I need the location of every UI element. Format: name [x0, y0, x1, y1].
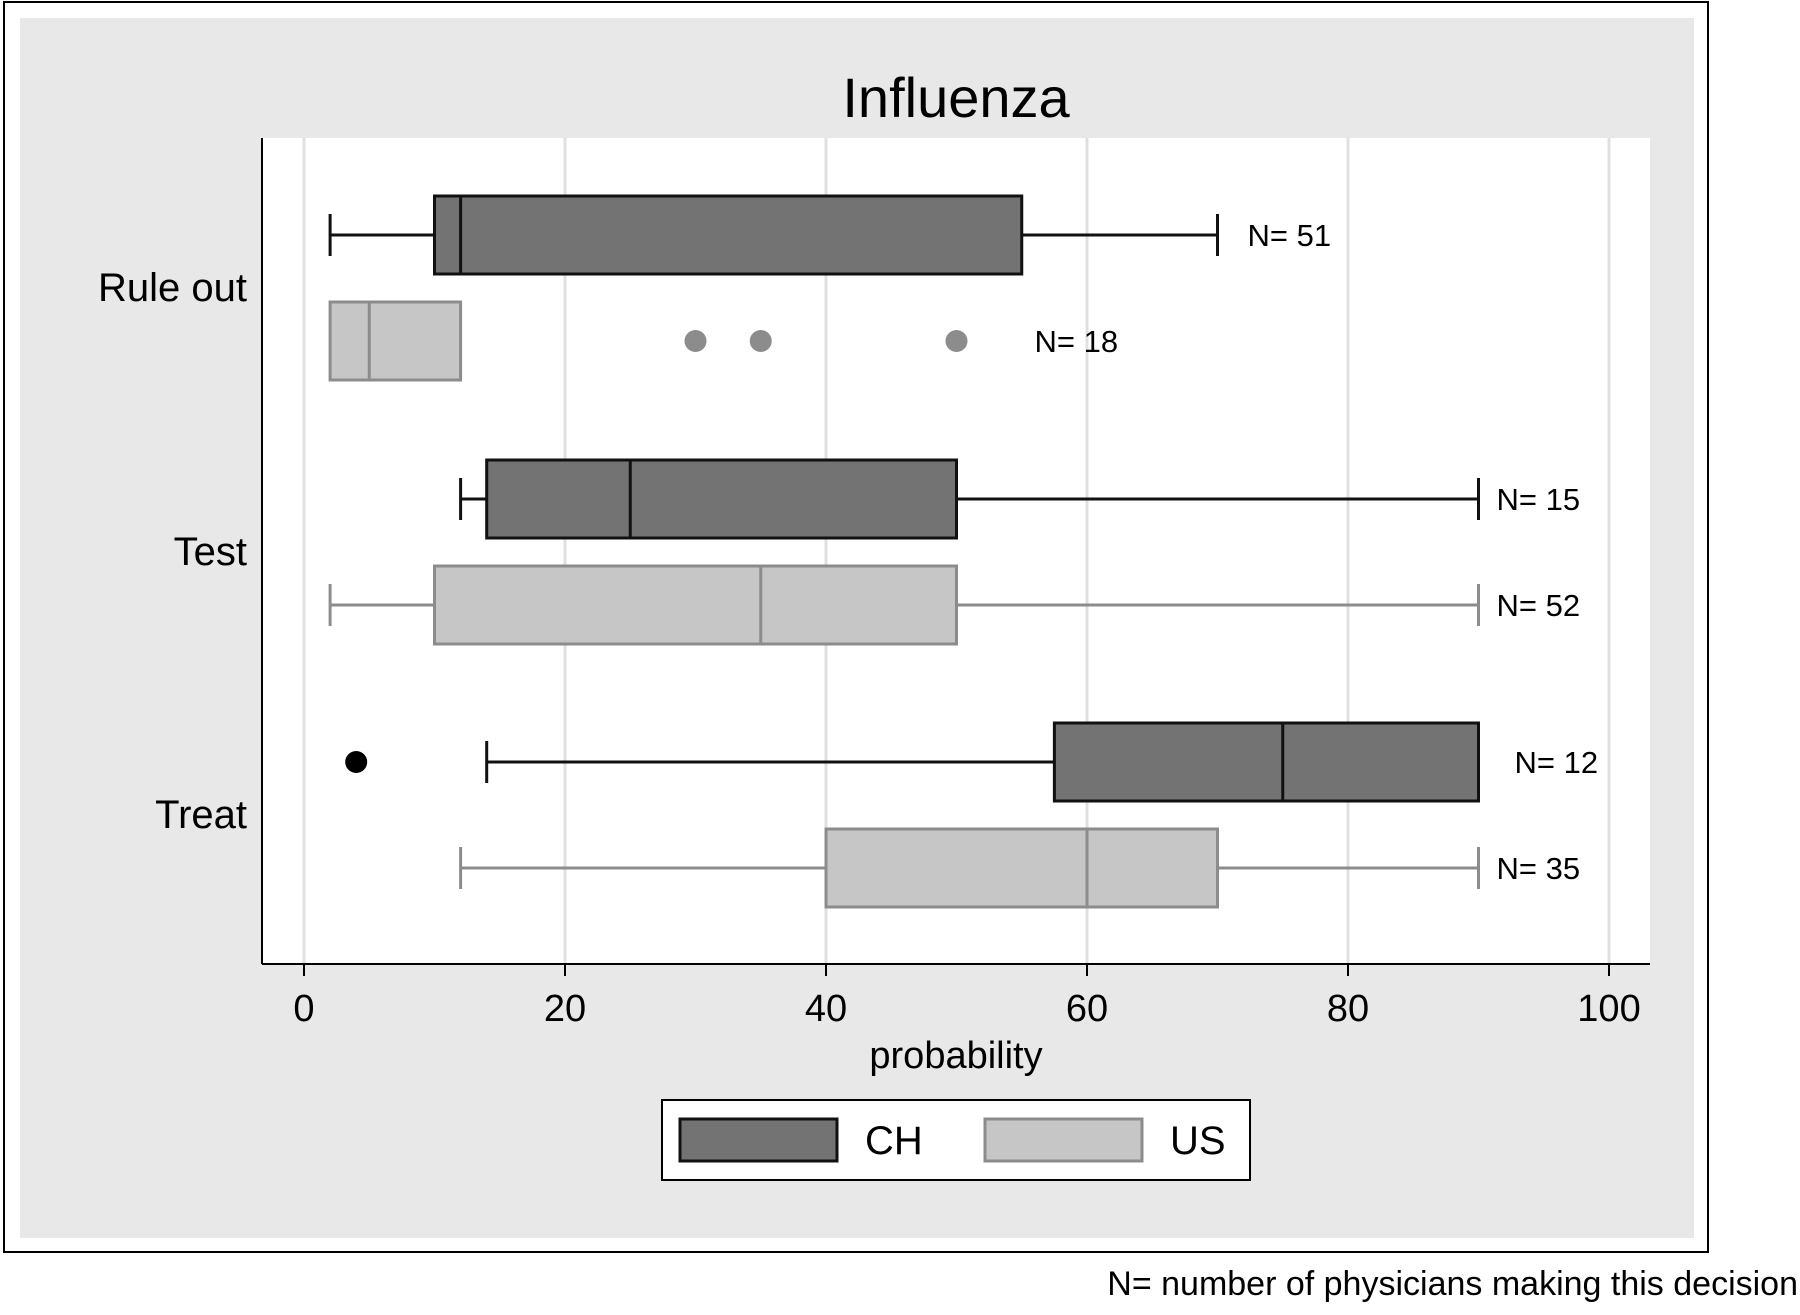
us-rule-out-box: [328, 300, 463, 382]
legend-swatch-ch: [678, 1117, 839, 1163]
gridlines: [302, 138, 1611, 964]
x-tick-label-20: 20: [544, 988, 586, 1030]
x-tick-label-0: 0: [293, 988, 314, 1030]
x-tick-label-80: 80: [1327, 988, 1369, 1030]
us-rule-out-box-group: N= 18: [328, 300, 1119, 382]
us-rule-out-n-label: N= 18: [1035, 324, 1119, 359]
us-treat-n-label: N= 35: [1497, 851, 1581, 886]
us-treat-box: [824, 827, 1219, 909]
ch-treat-n-label: N= 12: [1515, 745, 1599, 780]
us-rule-out-outlier-2: [749, 330, 772, 352]
x-axis-label: probability: [869, 1035, 1042, 1077]
footnote: N= number of physicians making this deci…: [1107, 1265, 1798, 1303]
ch-treat-outlier-1: [345, 751, 368, 773]
category-label-rule-out: Rule out: [98, 266, 247, 310]
category-label-treat: Treat: [155, 793, 247, 837]
ch-rule-out-n-label: N= 51: [1248, 218, 1332, 253]
ch-rule-out-box: [433, 194, 1024, 276]
ch-test-box: [485, 458, 958, 540]
y-category-labels: Rule out Test Treat: [98, 266, 247, 837]
category-label-test: Test: [174, 530, 247, 574]
x-tick-label-100: 100: [1577, 988, 1640, 1030]
x-tick-label-60: 60: [1066, 988, 1108, 1030]
us-rule-out-outlier-1: [684, 330, 707, 352]
us-test-box-group: N= 52: [328, 564, 1581, 646]
boxes: N= 51 N= 15 N= 12 N= 18 N= 52 N= 35: [328, 194, 1599, 909]
plot-area: [262, 138, 1650, 964]
us-rule-out-outlier-3: [945, 330, 968, 352]
chart-title: Influenza: [842, 66, 1070, 129]
ch-test-box-group: N= 15: [459, 458, 1581, 540]
legend-label-us: US: [1170, 1119, 1226, 1163]
legend-label-ch: CH: [865, 1119, 923, 1163]
ch-rule-out-box-group: N= 51: [328, 194, 1332, 276]
ch-treat-box-group: N= 12: [345, 721, 1599, 803]
ch-treat-box: [1052, 721, 1480, 803]
x-axis-ticks: 0 20 40 60 80 100: [293, 964, 1641, 1030]
ch-test-n-label: N= 15: [1497, 482, 1581, 517]
legend: CH US: [661, 1099, 1251, 1181]
us-treat-box-group: N= 35: [459, 827, 1581, 909]
x-tick-label-40: 40: [805, 988, 847, 1030]
us-test-box: [433, 564, 958, 646]
legend-swatch-us: [983, 1117, 1144, 1163]
us-test-n-label: N= 52: [1497, 588, 1581, 623]
